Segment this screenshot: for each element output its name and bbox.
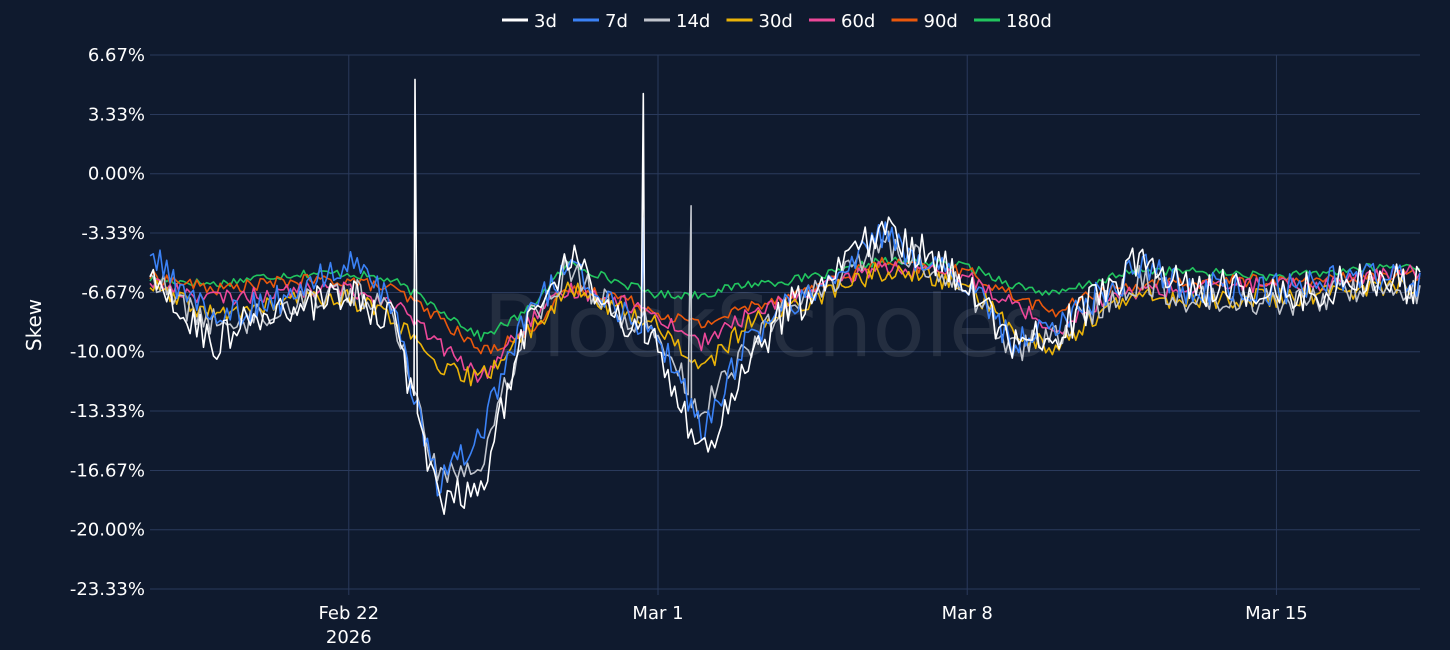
- x-tick-label: Mar 8: [942, 603, 993, 624]
- x-tick-label: Feb 22: [319, 603, 380, 624]
- legend-label-14d: 14d: [676, 11, 710, 32]
- y-tick-label: 6.67%: [88, 45, 145, 66]
- legend-label-90d: 90d: [924, 11, 958, 32]
- legend-label-180d: 180d: [1006, 11, 1052, 32]
- legend-label-60d: 60d: [841, 11, 875, 32]
- legend: 3d 7d 14d 30d 60d 90d 180d: [502, 11, 1052, 32]
- x-tick-label: Mar 15: [1245, 603, 1308, 624]
- y-tick-label: -6.67%: [81, 282, 145, 303]
- y-axis-label: Skew: [22, 299, 46, 351]
- legend-label-7d: 7d: [605, 11, 628, 32]
- y-tick-label: -10.00%: [70, 342, 145, 363]
- grid: [150, 54, 1420, 590]
- y-tick-label: 0.00%: [88, 164, 145, 185]
- y-tick-label: -3.33%: [81, 223, 145, 244]
- y-axis-ticks: 6.67% 3.33% 0.00% -3.33% -6.67% -10.00% -13.33…: [70, 45, 145, 600]
- legend-label-3d: 3d: [534, 11, 557, 32]
- series-line-3d: [149, 78, 1421, 515]
- legend-label-30d: 30d: [759, 11, 793, 32]
- y-tick-label: -23.33%: [70, 579, 145, 600]
- y-tick-label: -16.67%: [70, 460, 145, 481]
- x-tick-label: Mar 1: [632, 603, 683, 624]
- series-lines: [149, 78, 1421, 515]
- x-axis-ticks: Feb 22 2026 Mar 1 Mar 8 Mar 15: [319, 589, 1308, 648]
- y-tick-label: 3.33%: [88, 104, 145, 125]
- y-tick-label: -20.00%: [70, 520, 145, 541]
- series-line-180d: [149, 256, 1421, 342]
- x-tick-year-label: 2026: [326, 627, 372, 648]
- y-tick-label: -13.33%: [70, 401, 145, 422]
